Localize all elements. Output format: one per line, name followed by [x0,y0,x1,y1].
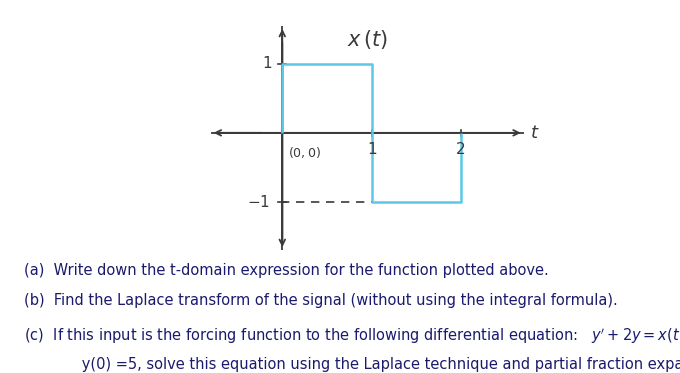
Text: $(0, 0)$: $(0, 0)$ [288,145,321,160]
Text: 1: 1 [262,56,271,72]
Text: (b)  Find the Laplace transform of the signal (without using the integral formul: (b) Find the Laplace transform of the si… [24,293,617,308]
Text: 2: 2 [456,142,466,157]
Text: (a)  Write down the t-domain expression for the function plotted above.: (a) Write down the t-domain expression f… [24,263,549,278]
Text: (c)  If this input is the forcing function to the following differential equatio: (c) If this input is the forcing functio… [24,326,680,346]
Text: $t$: $t$ [530,124,539,142]
Text: y(0) =5, solve this equation using the Laplace technique and partial fraction ex: y(0) =5, solve this equation using the L… [54,357,680,372]
Text: $-1$: $-1$ [247,194,270,210]
Text: $x\,(t)$: $x\,(t)$ [347,28,388,51]
Text: 1: 1 [367,142,377,157]
